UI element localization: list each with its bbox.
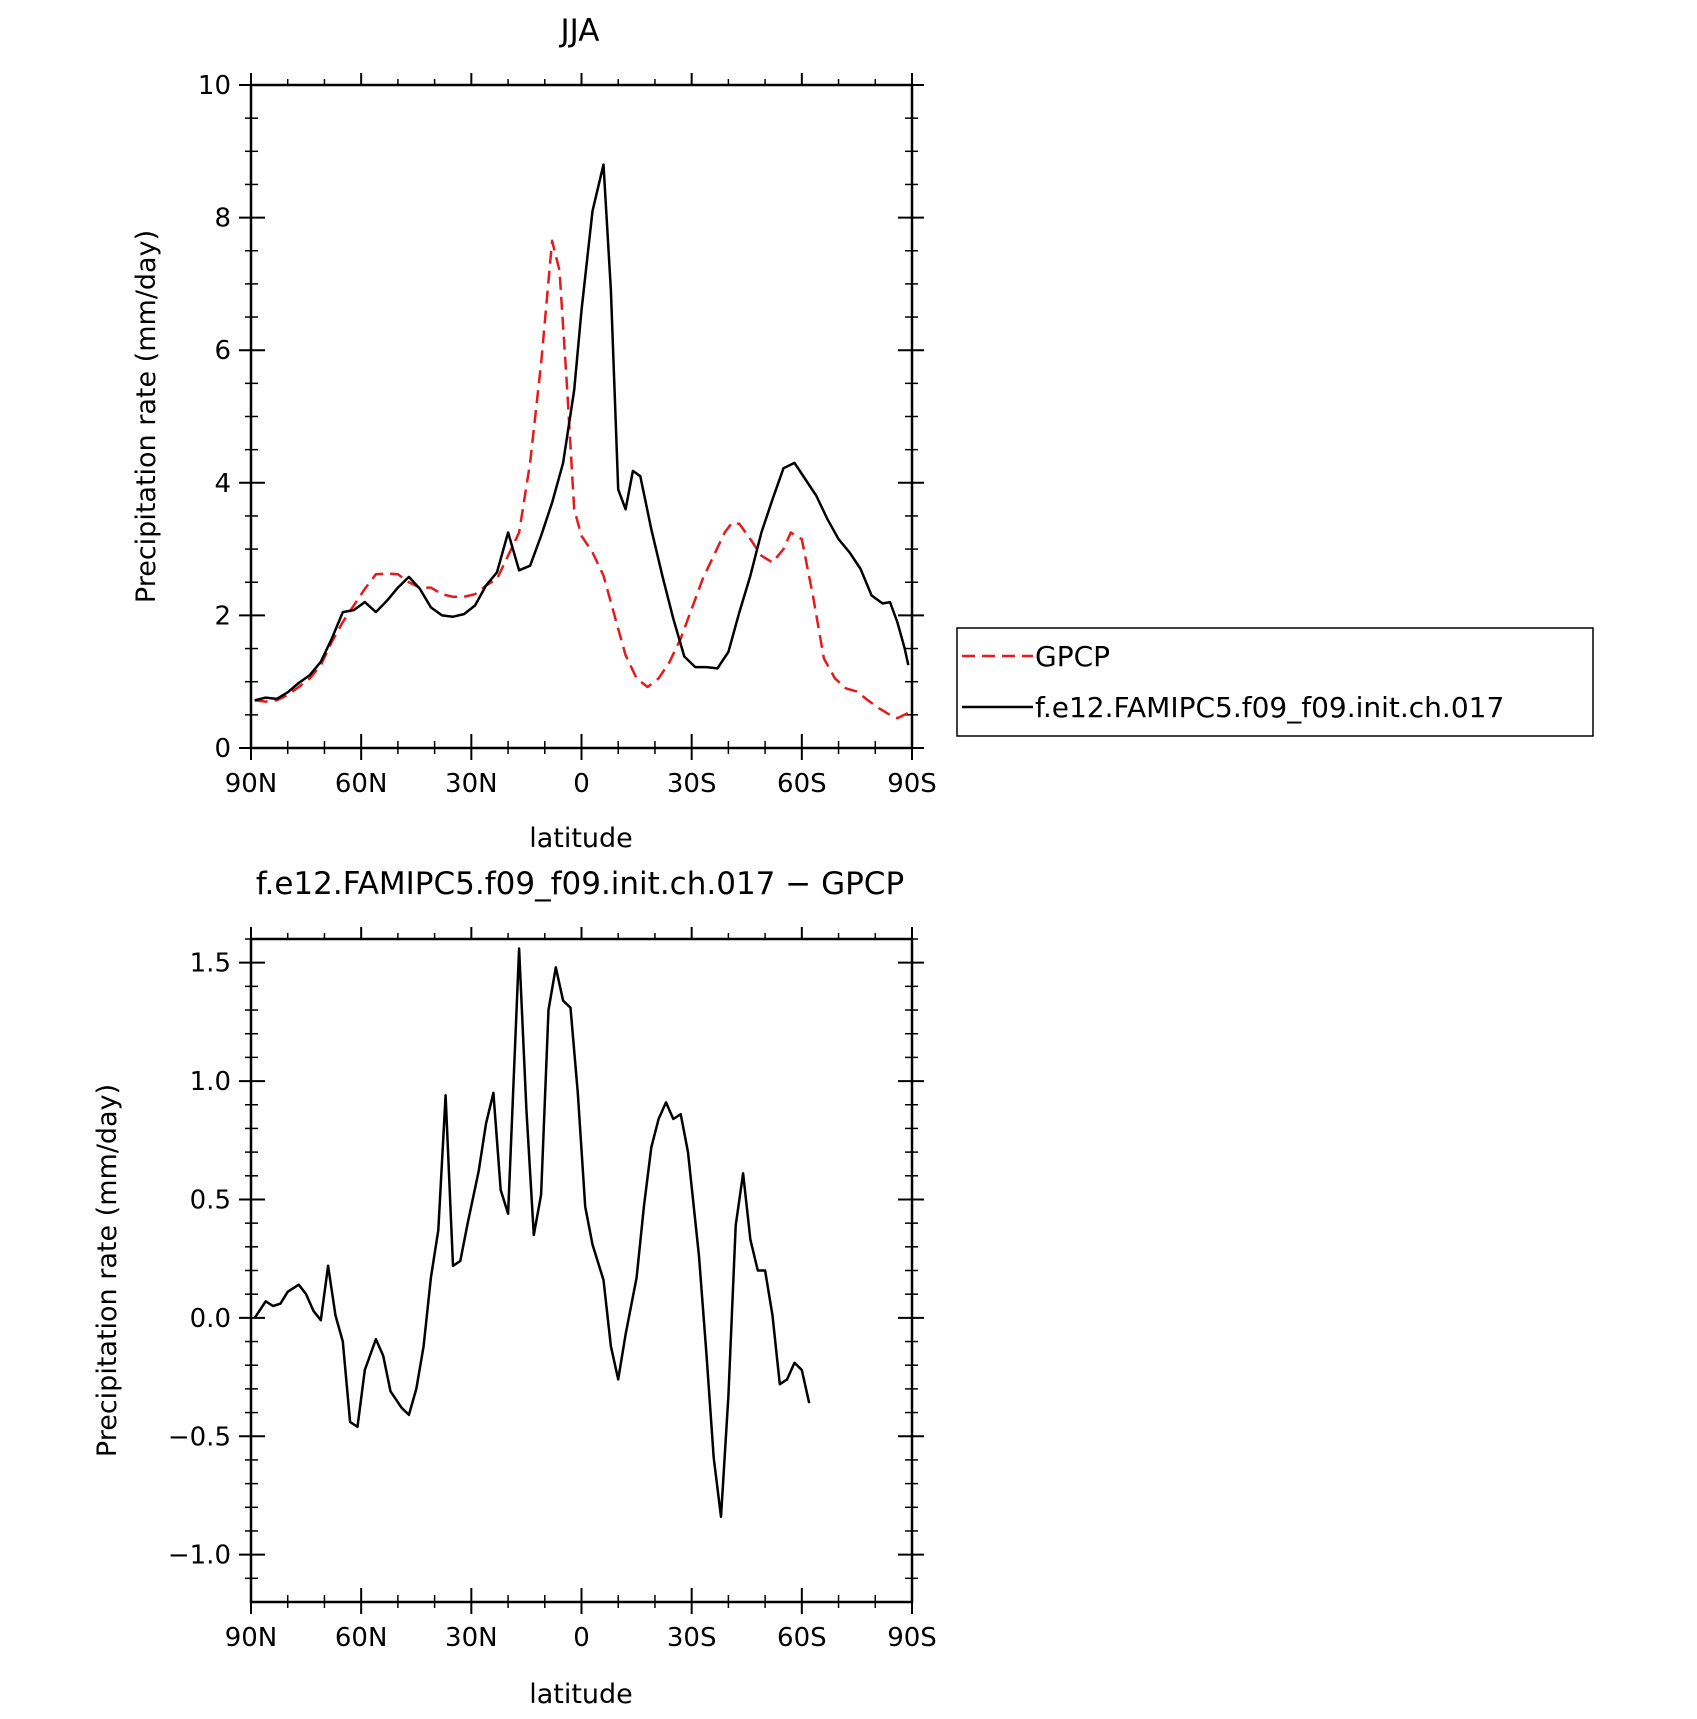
x-tick-label: 0 <box>573 1623 590 1653</box>
legend-label-gpcp: GPCP <box>1035 640 1110 673</box>
y-tick-label: 2 <box>214 601 231 631</box>
y-tick-label: 6 <box>214 336 231 366</box>
x-tick-label: 30N <box>445 769 498 799</box>
bottom-chart-ticks: 90N 60N 30N 0 30S 60S 90S −1.0 −0.5 0.0 0.5 1.0 1.5 <box>168 927 937 1653</box>
y-tick-label: 1.0 <box>190 1067 231 1097</box>
top-plot-frame <box>249 83 914 750</box>
y-tick-label: 0 <box>214 734 231 764</box>
x-tick-label: 90S <box>887 769 937 799</box>
x-tick-label: 60N <box>335 769 388 799</box>
x-tick-label: 60S <box>777 769 827 799</box>
bottom-chart-xlabel: latitude <box>529 1679 633 1710</box>
x-tick-label: 60S <box>777 1623 827 1653</box>
y-tick-label: 1.5 <box>190 949 231 979</box>
series-line-gpcp <box>254 239 909 720</box>
bottom-chart-series <box>253 947 811 1519</box>
top-chart-ylabel: Precipitation rate (mm/day) <box>131 230 162 603</box>
series-line-difference <box>253 947 811 1519</box>
series-line-model <box>254 163 910 702</box>
bottom-plot-frame <box>249 937 914 1604</box>
x-tick-label: 30N <box>445 1623 498 1653</box>
x-tick-label: 90N <box>225 769 278 799</box>
top-chart-series <box>254 163 910 720</box>
y-tick-label: 10 <box>198 71 231 101</box>
y-tick-label: −1.0 <box>168 1541 231 1571</box>
bottom-chart-title: f.e12.FAMIPC5.f09_f09.init.ch.017 − GPCP <box>256 866 904 902</box>
y-tick-label: 0.0 <box>190 1304 231 1334</box>
y-tick-label: 0.5 <box>190 1185 231 1215</box>
x-tick-label: 90N <box>225 1623 278 1653</box>
y-tick-label: 4 <box>214 469 231 499</box>
top-chart-xlabel: latitude <box>529 823 633 854</box>
x-tick-label: 0 <box>573 769 590 799</box>
bottom-chart-ylabel: Precipitation rate (mm/day) <box>92 1084 123 1457</box>
x-tick-label: 30S <box>667 769 717 799</box>
legend: GPCP f.e12.FAMIPC5.f09_f09.init.ch.017 <box>956 627 1594 737</box>
x-tick-label: 60N <box>335 1623 388 1653</box>
legend-box <box>956 627 1594 737</box>
legend-label-model: f.e12.FAMIPC5.f09_f09.init.ch.017 <box>1035 691 1504 724</box>
bottom-chart: f.e12.FAMIPC5.f09_f09.init.ch.017 − GPCP… <box>92 866 937 1710</box>
top-chart-ticks: 90N 60N 30N 0 30S 60S 90S 0 2 4 6 8 10 <box>198 71 937 799</box>
x-tick-label: 30S <box>667 1623 717 1653</box>
x-tick-label: 90S <box>887 1623 937 1653</box>
top-chart-title: JJA <box>559 13 600 49</box>
y-tick-label: −0.5 <box>168 1422 231 1452</box>
y-tick-label: 8 <box>214 204 231 234</box>
